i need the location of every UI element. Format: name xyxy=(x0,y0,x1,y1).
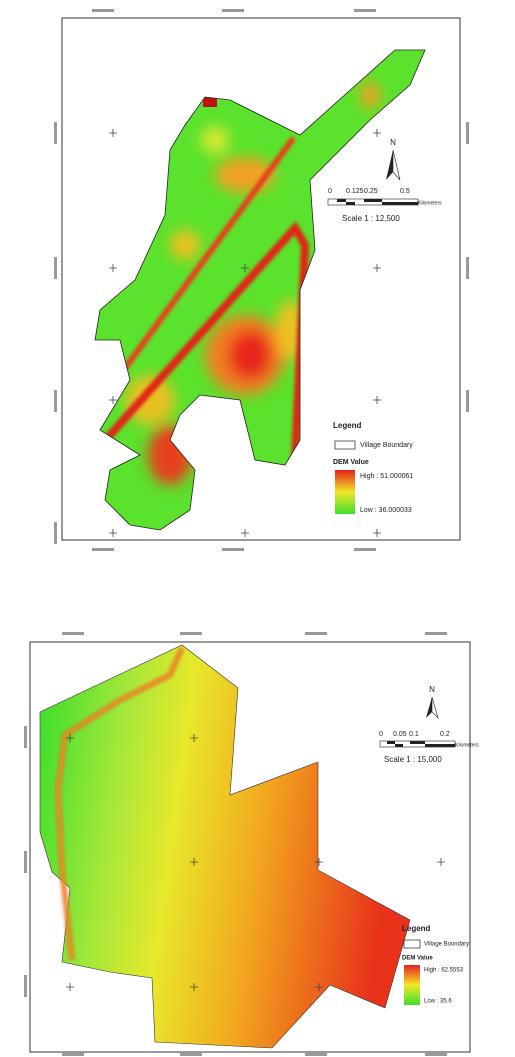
scale-bar-label: 0.05 xyxy=(393,731,407,738)
legend-title: Legend xyxy=(402,924,431,933)
map-1: N 0 0.125 0.25 0.5 Kilometers Scale 1 : … xyxy=(54,9,469,551)
scale-bar-label: 0.2 xyxy=(440,731,450,738)
scale-bar-label: 0.125 xyxy=(346,188,364,195)
legend-title: Legend xyxy=(333,421,362,430)
legend-low: Low : 35.6 xyxy=(424,999,452,1005)
figure: N 0 0.125 0.25 0.5 Kilometers Scale 1 : … xyxy=(0,0,515,1057)
scale-bar-unit: Kilometers xyxy=(418,200,442,206)
legend-subtitle: DEM Value xyxy=(333,459,369,466)
scale-bar-label: 0.25 xyxy=(364,188,378,195)
page: {"maps": [ {"north": "N", "scale_bar": {… xyxy=(0,0,515,1057)
legend-entry: Village Boundary xyxy=(424,942,469,948)
legend-subtitle: DEM Value xyxy=(402,956,433,962)
map-2: N 0 0.05 0.1 0.2 Kilometers Scale 1 : 15… xyxy=(24,632,479,1056)
scale-text: Scale 1 : 15,000 xyxy=(384,755,442,764)
north-label: N xyxy=(390,138,396,147)
scale-bar-label: 0.5 xyxy=(400,188,410,195)
legend-high: High : 51.000061 xyxy=(360,473,413,480)
legend-low: Low : 36.000033 xyxy=(360,507,412,514)
scale-bar-unit: Kilometers xyxy=(455,742,479,748)
scale-text: Scale 1 : 12,500 xyxy=(342,214,400,223)
scale-bar-label: 0.1 xyxy=(409,731,419,738)
north-label: N xyxy=(429,685,435,694)
legend-high: High : 62.5553 xyxy=(424,968,464,974)
scale-bar-label: 0 xyxy=(328,188,332,195)
scale-bar-label: 0 xyxy=(379,731,383,738)
legend-entry: Village Boundary xyxy=(360,442,413,449)
body: N 0 0.125 0.25 0.5 Kilometers Scale 1 : … xyxy=(0,0,515,1057)
